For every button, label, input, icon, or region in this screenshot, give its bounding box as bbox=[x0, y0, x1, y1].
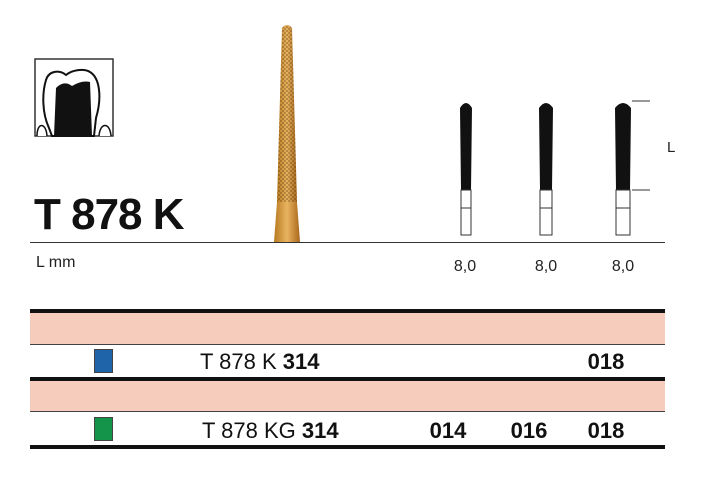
product-code: T 878 K 314 bbox=[200, 349, 320, 374]
table-rule bbox=[30, 309, 665, 313]
length-value: 8,0 bbox=[611, 258, 635, 275]
dimension-label: L bbox=[667, 139, 676, 156]
table-rule bbox=[30, 344, 665, 345]
size-014: 014 bbox=[429, 418, 467, 443]
tooth-crown-preparation-icon bbox=[34, 58, 114, 137]
bur-silhouette-018 bbox=[615, 103, 631, 236]
size-016: 016 bbox=[510, 418, 548, 443]
size-018: 018 bbox=[587, 418, 625, 443]
bur-silhouettes bbox=[460, 100, 650, 236]
product-title: T 878 K bbox=[34, 190, 185, 239]
green-color-code-square bbox=[94, 417, 113, 441]
length-value: 8,0 bbox=[453, 258, 477, 275]
diamond-bur-image bbox=[274, 25, 300, 242]
length-value: 8,0 bbox=[534, 258, 558, 275]
header-band bbox=[30, 313, 665, 344]
product-code: T 878 KG 314 bbox=[202, 418, 339, 443]
header-band bbox=[30, 381, 665, 411]
table-rule bbox=[30, 445, 665, 449]
bur-silhouette-016 bbox=[539, 103, 553, 236]
table-rule bbox=[30, 411, 665, 412]
bur-silhouette-014 bbox=[460, 103, 472, 236]
table-row[interactable]: T 878 KG 314 014 016 018 bbox=[30, 412, 665, 445]
table-rule bbox=[30, 377, 665, 381]
blue-color-code-square bbox=[94, 349, 113, 373]
length-unit-label: L mm bbox=[36, 254, 76, 271]
dimension-bracket bbox=[632, 100, 650, 191]
table-row[interactable]: T 878 K 314 018 bbox=[30, 345, 665, 378]
size-018: 018 bbox=[587, 349, 625, 374]
baseline-rule bbox=[30, 242, 665, 243]
